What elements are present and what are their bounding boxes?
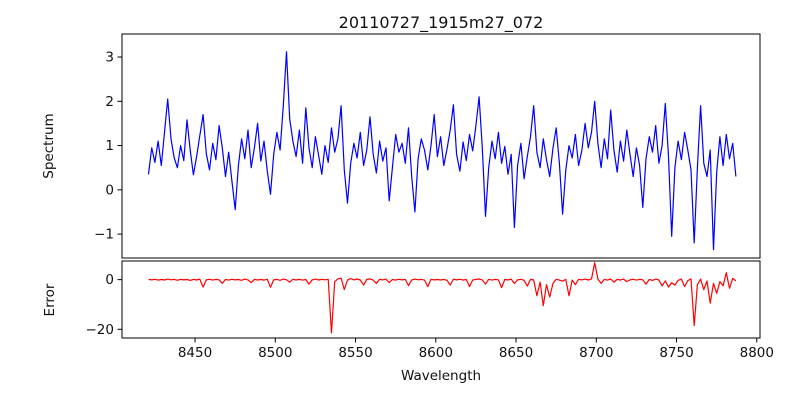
x-tick-label: 8700 — [579, 345, 613, 361]
y-tick-label: −20 — [86, 322, 115, 338]
y-tick-label: 0 — [105, 182, 114, 198]
chart-title: 20110727_1915m27_072 — [338, 13, 544, 32]
y-tick-label: −1 — [94, 227, 114, 243]
x-tick-label: 8650 — [499, 345, 533, 361]
spectrum-line — [147, 51, 737, 251]
y-tick-label: 1 — [105, 138, 114, 154]
y-tick-label: 3 — [105, 50, 114, 66]
x-tick-label: 8450 — [178, 345, 212, 361]
y-tick-label: 2 — [105, 94, 114, 110]
error-axes-frame — [121, 260, 761, 339]
x-tick-label: 8800 — [740, 345, 774, 361]
x-tick-label: 8750 — [659, 345, 693, 361]
x-tick-label: 8550 — [338, 345, 372, 361]
wavelength-axis-label: Wavelength — [400, 368, 482, 384]
spectrum-axis-label: Spectrum — [41, 113, 57, 179]
x-tick-label: 8500 — [258, 345, 292, 361]
error-line — [148, 262, 737, 334]
y-tick-label: 0 — [105, 272, 114, 288]
error-axis-label: Error — [42, 283, 58, 317]
x-tick-label: 8600 — [419, 345, 453, 361]
